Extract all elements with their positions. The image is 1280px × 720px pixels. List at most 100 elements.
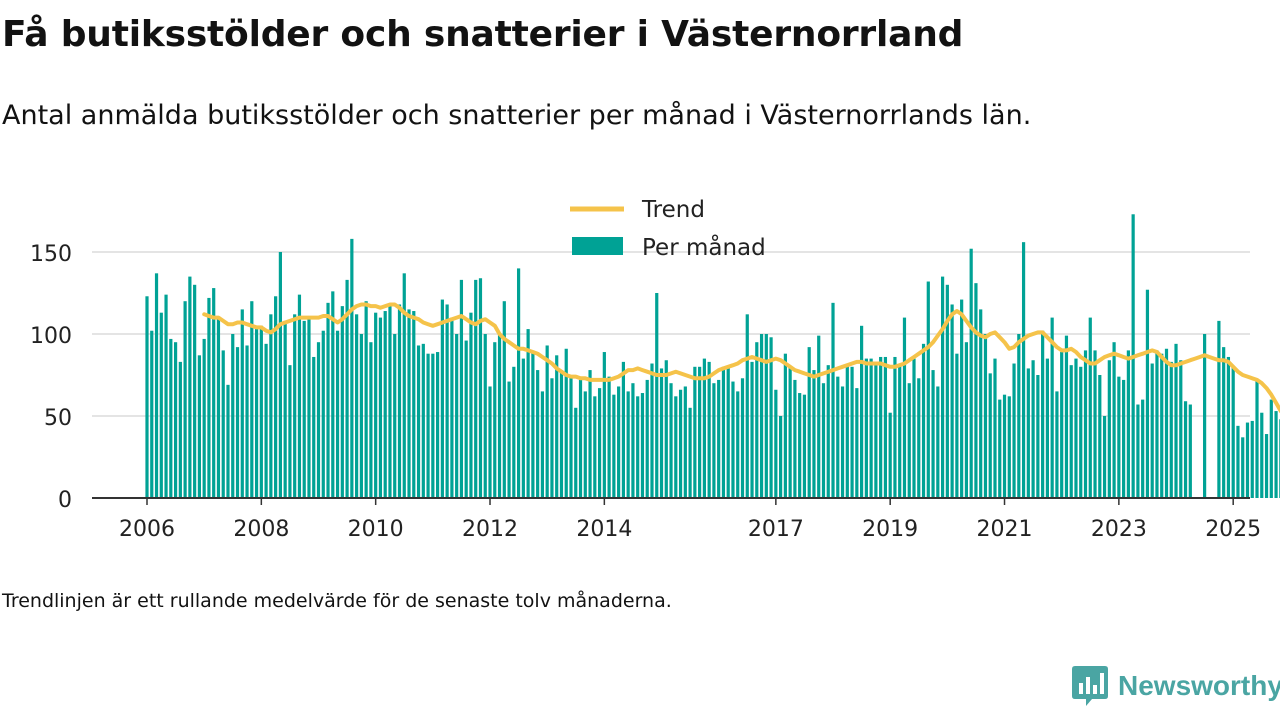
- bar: [1169, 361, 1173, 498]
- bar: [231, 334, 235, 498]
- bar: [1150, 363, 1154, 498]
- bar: [559, 370, 564, 498]
- chart-title: Få butiksstölder och snatterier i Väster…: [2, 14, 964, 55]
- bar: [788, 366, 792, 498]
- bar: [412, 311, 416, 498]
- bar: [1036, 375, 1040, 498]
- bar: [321, 330, 325, 498]
- chart-footnote: Trendlinjen är ett rullande medelvärde f…: [2, 590, 672, 612]
- bar: [750, 361, 754, 498]
- bar: [1136, 404, 1140, 498]
- bar: [688, 407, 692, 498]
- bar: [150, 330, 154, 498]
- bar: [674, 396, 678, 498]
- bar: [302, 320, 306, 498]
- bar: [197, 355, 202, 498]
- bar: [745, 314, 749, 498]
- x-tick-label: 2010: [348, 517, 404, 542]
- bar: [921, 343, 926, 498]
- bar: [1126, 350, 1130, 498]
- bar: [855, 388, 859, 498]
- bar: [173, 342, 178, 498]
- bar: [836, 376, 840, 498]
- bar: [988, 373, 992, 498]
- bar: [1255, 379, 1259, 498]
- bar: [1007, 396, 1011, 498]
- bar: [659, 368, 664, 498]
- bar: [216, 317, 221, 498]
- bar: [845, 365, 849, 498]
- bar: [569, 376, 573, 498]
- bar: [521, 358, 525, 498]
- bar: [974, 283, 978, 498]
- bar: [1260, 412, 1264, 498]
- bar: [736, 391, 740, 498]
- bar: [874, 361, 878, 498]
- bar: [1045, 358, 1049, 498]
- bar: [545, 345, 549, 498]
- bar: [717, 379, 721, 498]
- bar: [664, 360, 668, 498]
- bar: [250, 301, 254, 498]
- bar: [240, 309, 244, 498]
- bar: [1250, 420, 1254, 498]
- bar: [1179, 360, 1183, 498]
- bar: [1002, 394, 1007, 498]
- bar: [1064, 335, 1069, 498]
- bar: [445, 304, 449, 498]
- bar: [202, 338, 206, 498]
- bar: [678, 389, 683, 498]
- bar: [1055, 391, 1059, 498]
- bar: [617, 386, 621, 498]
- bar: [640, 393, 645, 498]
- bar: [769, 337, 773, 498]
- bar: [340, 306, 344, 498]
- bar: [383, 311, 387, 498]
- bar: [1183, 401, 1188, 498]
- bar: [316, 342, 321, 498]
- x-tick-label: 2012: [462, 517, 518, 542]
- bar: [850, 366, 854, 498]
- bar: [774, 389, 778, 498]
- bar: [983, 334, 988, 498]
- x-tick-label: 2006: [119, 517, 175, 542]
- bar: [1269, 399, 1273, 498]
- bar: [331, 291, 335, 498]
- bar: [721, 366, 726, 498]
- bar: [416, 345, 421, 498]
- bar: [431, 353, 435, 498]
- y-tick-label: 100: [30, 324, 72, 349]
- bar: [1041, 330, 1045, 498]
- bar: [264, 343, 268, 498]
- bar: [955, 353, 959, 498]
- bar: [1102, 416, 1107, 498]
- bar: [355, 314, 359, 498]
- bar: [893, 356, 897, 498]
- bar: [1226, 356, 1231, 498]
- bar: [536, 370, 540, 498]
- bar: [1107, 360, 1111, 498]
- x-tick-label: 2023: [1091, 517, 1147, 542]
- bar: [626, 391, 630, 498]
- bar: [898, 365, 902, 498]
- bar: [950, 304, 954, 498]
- bar: [307, 315, 311, 498]
- bar: [764, 334, 768, 498]
- bar: [402, 273, 406, 498]
- bar: [998, 399, 1002, 498]
- x-tick-label: 2008: [233, 517, 289, 542]
- bar: [221, 350, 225, 498]
- bar: [1155, 350, 1159, 498]
- bar: [1026, 368, 1030, 498]
- bar: [683, 386, 687, 498]
- bar: [1141, 399, 1145, 498]
- bar: [869, 358, 873, 498]
- bar: [807, 347, 811, 498]
- bar: [335, 330, 340, 498]
- bar: [145, 296, 149, 498]
- bar: [979, 309, 983, 498]
- bar: [655, 293, 659, 498]
- bar: [597, 388, 602, 498]
- bar: [759, 334, 764, 498]
- bar: [1264, 434, 1269, 498]
